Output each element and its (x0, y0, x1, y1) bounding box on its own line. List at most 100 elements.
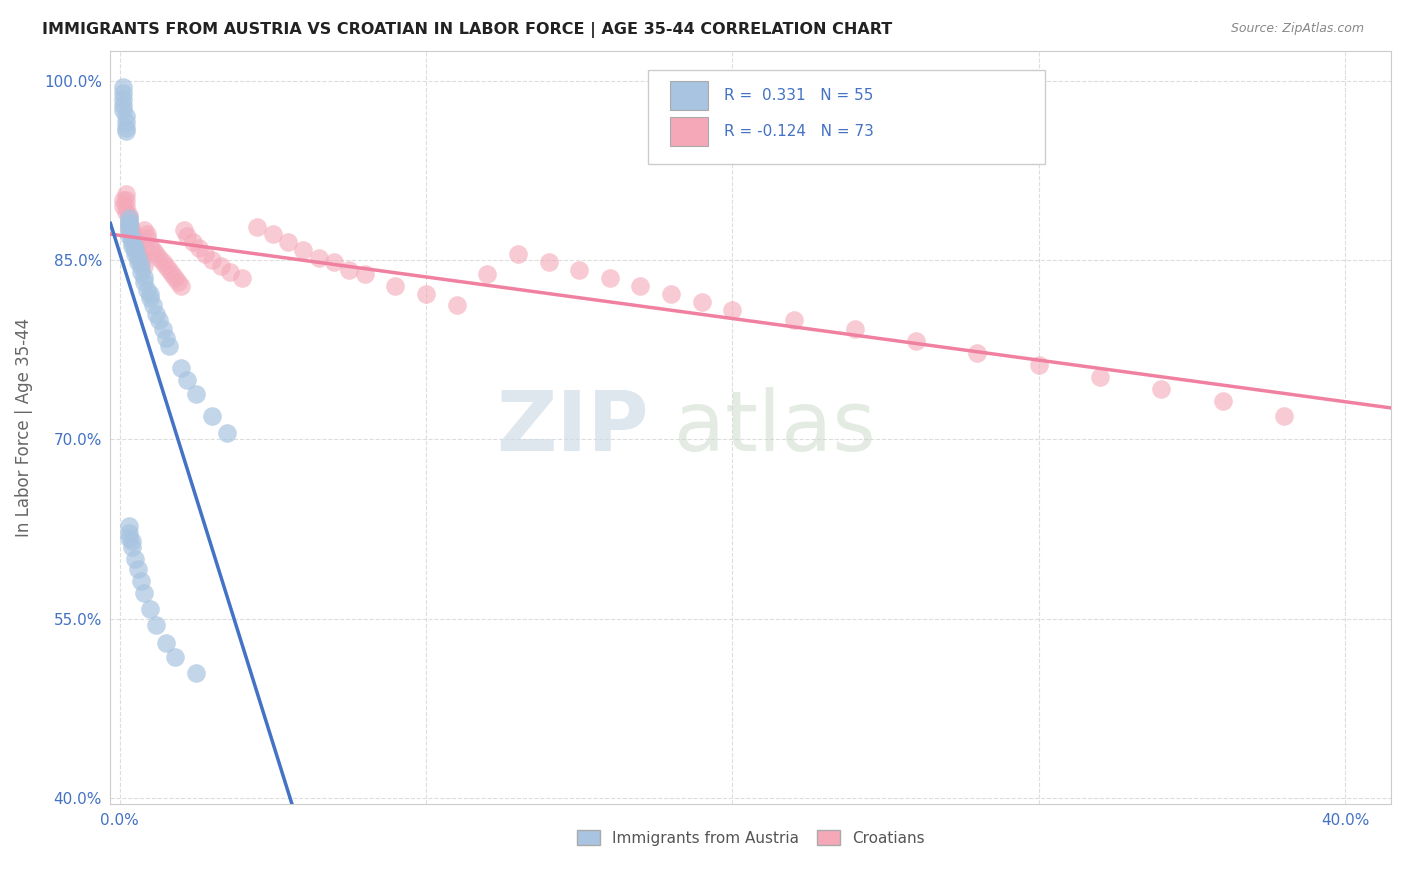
Point (173, 223, 195, 237)
Point (129, 251, 152, 265)
Point (118, 219, 141, 234)
Point (118, 217, 141, 231)
Point (114, 124, 136, 138)
Point (134, 259, 156, 273)
Point (537, 255, 560, 269)
Point (145, 618, 167, 632)
Point (136, 227, 159, 241)
Point (139, 286, 162, 301)
Point (145, 307, 167, 321)
Point (118, 211, 141, 226)
Point (659, 286, 682, 301)
Text: ZIP: ZIP (496, 387, 648, 468)
Point (118, 219, 141, 234)
Point (134, 585, 156, 599)
Point (599, 271, 621, 285)
Point (121, 231, 143, 245)
Point (124, 231, 146, 245)
Point (152, 255, 174, 269)
Point (181, 235, 204, 249)
Point (690, 294, 713, 309)
Point (124, 235, 146, 249)
FancyBboxPatch shape (648, 70, 1045, 164)
Point (124, 552, 146, 566)
Point (129, 574, 152, 588)
Point (114, 115, 136, 129)
Point (1211, 394, 1233, 409)
Point (209, 259, 232, 273)
Point (121, 238, 143, 252)
Point (118, 518, 141, 533)
Point (124, 238, 146, 252)
Point (384, 279, 406, 293)
Point (114, 121, 136, 136)
Point (353, 268, 375, 282)
Point (246, 219, 269, 234)
Point (111, 91, 134, 105)
Point (186, 665, 208, 680)
Point (194, 247, 217, 261)
Point (111, 193, 134, 207)
Point (231, 271, 253, 285)
Point (155, 259, 177, 273)
Point (114, 110, 136, 124)
Point (121, 540, 143, 554)
Point (170, 279, 193, 293)
Point (129, 259, 152, 273)
Point (721, 303, 744, 318)
Point (118, 215, 141, 229)
Point (127, 255, 149, 269)
Point (186, 387, 208, 401)
Point (323, 255, 346, 269)
Point (139, 602, 162, 616)
Point (114, 199, 136, 213)
Point (905, 334, 928, 349)
Point (148, 251, 170, 265)
Point (176, 373, 198, 387)
Point (142, 244, 165, 258)
Point (139, 238, 162, 252)
Point (782, 313, 804, 327)
Point (155, 331, 177, 345)
Point (262, 227, 284, 241)
Point (121, 534, 143, 549)
Point (111, 199, 134, 213)
Point (1272, 409, 1295, 423)
Text: Source: ZipAtlas.com: Source: ZipAtlas.com (1230, 22, 1364, 36)
FancyBboxPatch shape (671, 81, 709, 110)
Point (477, 268, 499, 282)
Point (111, 103, 134, 118)
Point (118, 229, 141, 244)
Y-axis label: In Labor Force | Age 35-44: In Labor Force | Age 35-44 (15, 318, 32, 537)
Point (111, 86, 134, 100)
Point (136, 231, 159, 245)
Point (1150, 382, 1173, 396)
Point (176, 229, 198, 244)
Point (118, 211, 141, 226)
Point (166, 275, 188, 289)
Text: R =  0.331   N = 55: R = 0.331 N = 55 (724, 88, 873, 103)
Point (170, 360, 193, 375)
Point (111, 97, 134, 112)
Point (127, 251, 149, 265)
Point (844, 322, 866, 336)
Point (139, 291, 162, 305)
Point (415, 286, 437, 301)
Point (219, 265, 242, 279)
Point (292, 244, 315, 258)
Point (114, 187, 136, 202)
Point (129, 255, 152, 269)
Point (152, 322, 174, 336)
Point (145, 247, 167, 261)
Text: atlas: atlas (673, 387, 876, 468)
Point (157, 339, 180, 353)
Point (339, 262, 361, 277)
Point (1088, 370, 1111, 384)
Point (155, 636, 177, 650)
Point (118, 525, 141, 540)
Point (136, 283, 159, 297)
Point (121, 227, 143, 241)
Point (160, 268, 183, 282)
Point (118, 531, 141, 545)
Point (124, 247, 146, 261)
